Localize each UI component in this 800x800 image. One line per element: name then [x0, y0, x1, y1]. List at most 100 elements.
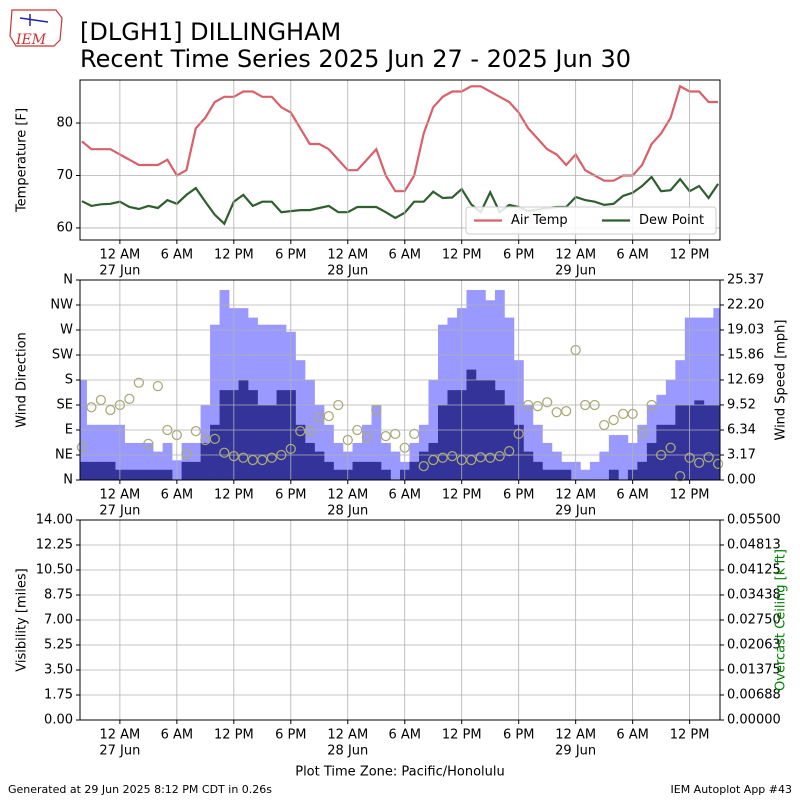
- y-axis-label: Wind Direction: [15, 332, 30, 428]
- point: [437, 452, 448, 463]
- y-tick-label: N: [63, 473, 73, 488]
- bar: [409, 461, 420, 480]
- bar: [362, 424, 372, 480]
- y2-tick-label: 12.69: [727, 372, 764, 387]
- x-tick-label: 12 AM: [99, 248, 140, 263]
- bar: [314, 451, 325, 480]
- y-tick-label: SE: [57, 398, 73, 413]
- y2-tick-label: 0.05500: [727, 513, 781, 528]
- y2-tick-label: 15.86: [727, 347, 764, 362]
- y2-tick-label: 0.00: [727, 473, 756, 488]
- y-tick-label: NW: [50, 298, 73, 313]
- x-tick-label: 6 AM: [388, 248, 421, 263]
- point: [219, 447, 230, 458]
- y-tick-label: 8.75: [44, 588, 73, 603]
- bar: [267, 324, 277, 480]
- bar: [134, 442, 144, 480]
- bar: [124, 442, 135, 480]
- bar: [191, 461, 201, 480]
- bar: [428, 442, 439, 480]
- bar: [124, 469, 135, 480]
- bar: [542, 442, 553, 480]
- bar: [646, 405, 657, 480]
- point: [238, 452, 249, 463]
- x-tick-date: 27 Jun: [99, 504, 140, 519]
- bar: [295, 424, 306, 480]
- bar: [210, 324, 220, 480]
- bar: [333, 442, 344, 480]
- bar: [257, 405, 268, 480]
- y-tick-label: N: [63, 273, 73, 288]
- point: [304, 425, 315, 437]
- point: [181, 448, 192, 460]
- point: [314, 412, 325, 423]
- bar: [437, 405, 448, 480]
- bar: [504, 317, 515, 480]
- bar: [599, 451, 610, 480]
- bar: [219, 290, 230, 480]
- y-tick-label: E: [65, 423, 73, 438]
- x-tick-label: 12 PM: [214, 248, 254, 263]
- bar: [390, 451, 401, 480]
- line: [81, 175, 720, 226]
- legend-label: Dew Point: [639, 213, 704, 228]
- bar: [314, 405, 325, 480]
- plot-area: [80, 290, 720, 480]
- footer-right: IEM Autoplot App #43: [671, 783, 793, 796]
- x-tick-label: 12 AM: [327, 728, 368, 743]
- y-tick-label: 70: [56, 168, 73, 183]
- bar: [181, 461, 192, 480]
- y2-tick-label: 19.03: [727, 322, 764, 337]
- bar: [466, 369, 477, 480]
- point: [266, 452, 277, 463]
- x-tick-label: 6 AM: [161, 248, 194, 263]
- point: [371, 404, 382, 416]
- bar: [105, 424, 116, 480]
- bar: [371, 405, 382, 480]
- point: [380, 430, 391, 442]
- point: [409, 428, 420, 440]
- bar: [352, 442, 363, 480]
- y2-tick-label: 0.00000: [727, 713, 781, 728]
- bar: [532, 461, 543, 480]
- y-tick-label: 12.25: [36, 538, 73, 553]
- bar: [694, 400, 705, 480]
- x-tick-label: 6 AM: [161, 728, 194, 743]
- y-tick-label: 10.50: [36, 563, 73, 578]
- bar: [494, 290, 505, 480]
- y-tick-label: 14.00: [36, 513, 73, 528]
- bar: [295, 360, 306, 480]
- y2-tick-label: 0.03438: [727, 587, 781, 602]
- bar: [362, 461, 372, 480]
- x-tick-label: 12 PM: [670, 728, 710, 743]
- bar: [447, 390, 458, 480]
- bar: [153, 469, 163, 480]
- bar: [381, 469, 391, 480]
- x-tick-label: 12 AM: [555, 488, 596, 503]
- x-tick-label: 12 AM: [327, 248, 368, 263]
- x-tick-label: 6 PM: [275, 728, 306, 743]
- x-tick-label: 6 PM: [503, 248, 534, 263]
- y2-axis-label: Wind Speed [mph]: [774, 320, 789, 441]
- bar: [703, 405, 714, 480]
- legend-box: [465, 206, 717, 235]
- x-tick-label: 12 PM: [214, 488, 254, 503]
- bar: [551, 451, 562, 480]
- bar: [675, 405, 686, 480]
- x-tick-label: 6 AM: [616, 248, 649, 263]
- y-tick-label: SW: [52, 348, 73, 363]
- bar: [523, 451, 534, 480]
- chart-subtitle: Recent Time Series 2025 Jun 27 - 2025 Ju…: [80, 45, 631, 73]
- bar: [409, 442, 420, 480]
- x-tick-label: 12 AM: [99, 728, 140, 743]
- x-tick-label: 6 PM: [503, 488, 534, 503]
- plot-area: [81, 84, 720, 226]
- x-tick-label: 12 PM: [442, 728, 482, 743]
- bar: [580, 469, 591, 480]
- y2-tick-label: 0.04125: [727, 563, 781, 578]
- x-tick-label: 6 AM: [616, 488, 649, 503]
- bar: [418, 451, 429, 480]
- point: [466, 454, 477, 466]
- bar: [219, 390, 230, 480]
- bar: [210, 424, 220, 480]
